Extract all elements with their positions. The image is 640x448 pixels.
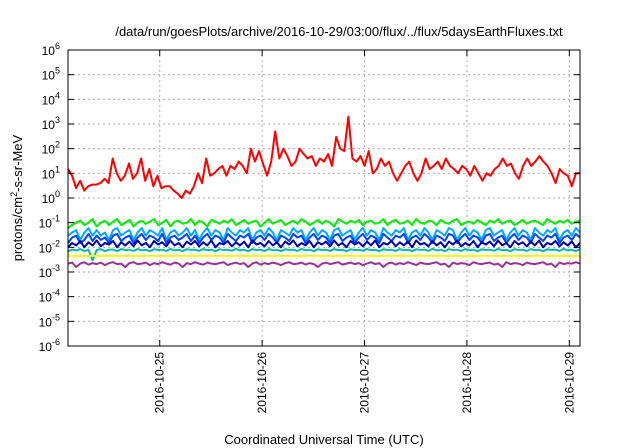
x-tick-label: 2016-10-27 bbox=[358, 352, 372, 414]
y-tick-label: 101 bbox=[42, 164, 60, 181]
x-axis-ticks: 2016-10-25 2016-10-26 2016-10-27 2016-10-28… bbox=[153, 50, 576, 414]
series-line-6 bbox=[67, 247, 581, 262]
y-tick-label: 10-2 bbox=[39, 238, 60, 255]
y-axis-ticks: 10-6 10-5 10-4 10-3 10-2 10-1 100 101 102 103 104 1… bbox=[39, 41, 580, 354]
y-tick-label: 10-6 bbox=[39, 337, 60, 354]
y-tick-label: 103 bbox=[42, 115, 60, 132]
series-line-3 bbox=[67, 227, 581, 241]
series-line-1 bbox=[67, 115, 580, 199]
x-tick-label: 2016-10-25 bbox=[153, 352, 167, 414]
y-tick-label: 100 bbox=[42, 189, 60, 206]
y-axis-label-main: protons/cm bbox=[10, 197, 25, 261]
y-tick-label: 10-4 bbox=[39, 288, 60, 305]
grid bbox=[68, 50, 580, 346]
series-line-2 bbox=[67, 218, 581, 229]
y-tick-label: 106 bbox=[42, 41, 60, 58]
y-tick-label: 104 bbox=[42, 90, 60, 107]
x-tick-label: 2016-10-28 bbox=[460, 352, 474, 414]
series-group bbox=[67, 115, 581, 268]
y-tick-label: 102 bbox=[42, 140, 60, 157]
y-tick-label: 10-5 bbox=[39, 312, 60, 329]
y-tick-label: 10-3 bbox=[39, 263, 60, 280]
x-tick-label: 2016-10-29 bbox=[562, 352, 576, 414]
x-axis-label: Coordinated Universal Time (UTC) bbox=[224, 432, 423, 447]
y-tick-label: 10-1 bbox=[39, 214, 60, 231]
y-axis-label-suffix: -s-sr-MeV bbox=[10, 134, 25, 191]
y-axis-label: protons/cm2-s-sr-MeV bbox=[9, 134, 25, 261]
x-tick-label: 2016-10-26 bbox=[255, 352, 269, 414]
series-line-8 bbox=[67, 261, 581, 268]
series-line-4 bbox=[67, 232, 581, 244]
chart-title: /data/run/goesPlots/archive/2016-10-29/0… bbox=[115, 24, 563, 39]
series-line-5 bbox=[67, 239, 581, 249]
y-axis-label-superscript: 2 bbox=[9, 192, 19, 197]
y-tick-label: 105 bbox=[42, 66, 60, 83]
